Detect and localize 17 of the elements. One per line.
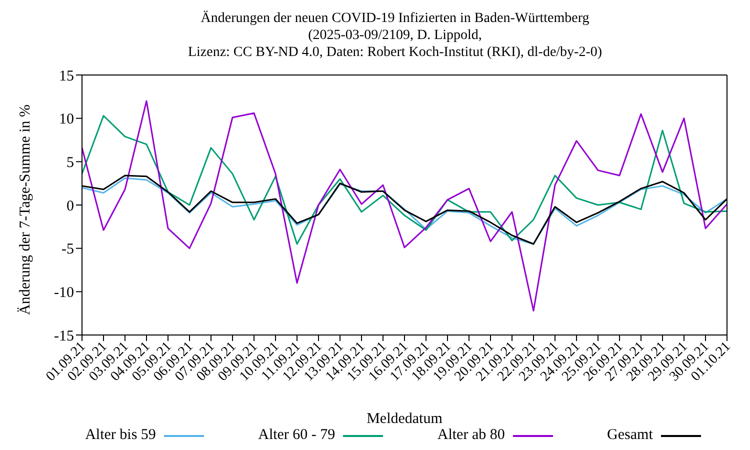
- y-tick-label: -15: [54, 328, 74, 344]
- legend-label: Alter 60 - 79: [258, 427, 336, 444]
- x-axis-title: Meldedatum: [366, 411, 443, 427]
- legend-label: Alter ab 80: [437, 427, 505, 444]
- y-tick-label: 0: [66, 198, 74, 214]
- line-series: [81, 114, 728, 245]
- chart-subtitle: (2025-03-09/2109, D. Lippold, Lizenz: CC BY-ND 4.0, Daten: Robert Koch-Institut (RKI), dl-de/by-2-0): [186, 27, 604, 61]
- legend-label: Alter bis 59: [85, 427, 156, 444]
- legend-label: Gesamt: [607, 427, 653, 444]
- y-tick-label: 15: [59, 68, 74, 84]
- y-axis-title: Änderung der 7-Tage-Summe in %: [16, 104, 34, 315]
- line-series: [81, 100, 728, 312]
- y-tick-label: 5: [66, 154, 74, 171]
- y-tick-label: -5: [62, 242, 74, 258]
- y-tick-label: -10: [54, 284, 74, 301]
- y-tick-label: 10: [59, 112, 74, 128]
- chart-title: Änderungen der neuen COVID-19 Infizierten in Baden-Württemberg: [200, 10, 590, 27]
